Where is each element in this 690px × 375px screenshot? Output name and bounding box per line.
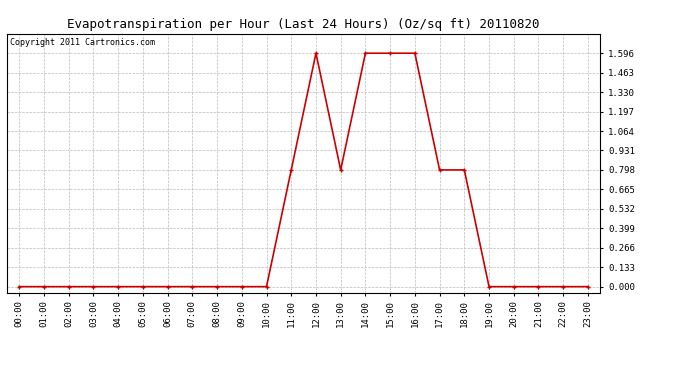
- Title: Evapotranspiration per Hour (Last 24 Hours) (Oz/sq ft) 20110820: Evapotranspiration per Hour (Last 24 Hou…: [68, 18, 540, 31]
- Text: Copyright 2011 Cartronics.com: Copyright 2011 Cartronics.com: [10, 38, 155, 46]
